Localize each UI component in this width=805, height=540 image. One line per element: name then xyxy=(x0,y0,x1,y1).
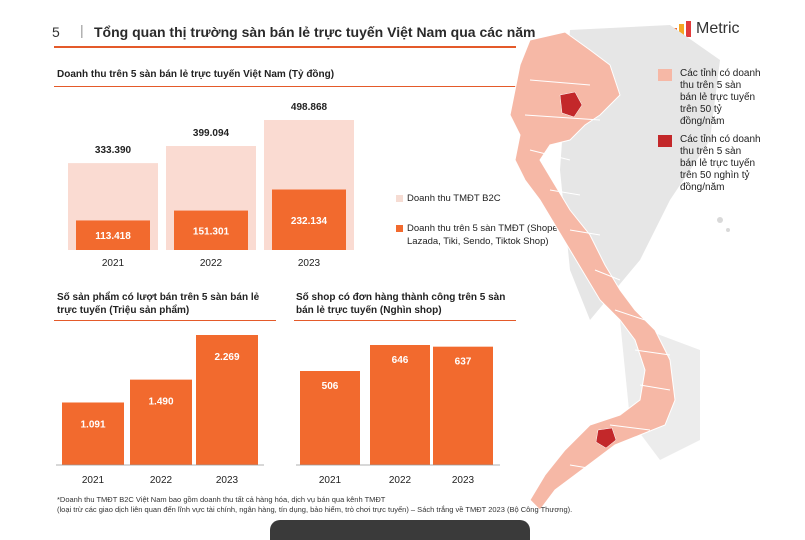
page-number: 5 xyxy=(52,24,60,40)
xlabel-2021: 2021 xyxy=(102,258,125,269)
chart1-title: Doanh thu trên 5 sàn bán lẻ trực tuyến V… xyxy=(57,69,335,80)
bar-5san-2023 xyxy=(272,189,346,250)
chart3-title-line2: bán lẻ trực tuyến (Nghìn shop) xyxy=(296,305,442,316)
map-legend-1-line2: thu trên 5 sàn xyxy=(680,80,742,91)
label-5san-2023: 232.134 xyxy=(291,216,328,227)
xlabel-products-2022: 2022 xyxy=(150,475,173,486)
logo-text: Metric xyxy=(696,20,740,37)
label-b2c-2022: 399.094 xyxy=(193,128,230,139)
legend-label-5san-line1: Doanh thu trên 5 sàn TMĐT (Shopee, xyxy=(407,223,566,234)
label-5san-2021: 113.418 xyxy=(95,231,131,242)
bar-5san-2021 xyxy=(76,220,150,250)
label-products-2021: 1.091 xyxy=(80,419,105,430)
map-legend-item-1: Các tỉnh có doanh thu trên 5 sàn bán lẻ … xyxy=(658,68,761,128)
label-5san-2022: 151.301 xyxy=(193,226,230,237)
map-legend-2-line4: trên 50 nghìn tỷ xyxy=(680,170,750,181)
legend-swatch-b2c xyxy=(396,195,403,202)
bar-products-2021 xyxy=(62,402,124,465)
legend-swatch-5san xyxy=(396,225,403,232)
header-separator: | xyxy=(80,22,84,38)
bar-shops-2022 xyxy=(370,345,430,465)
xlabel-2023: 2023 xyxy=(298,258,321,269)
label-b2c-2021: 333.390 xyxy=(95,145,132,156)
chart2-title: Số sản phẩm có lượt bán trên 5 sàn bán l… xyxy=(57,291,259,317)
page-title: Tổng quan thị trường sàn bán lẻ trực tuy… xyxy=(94,24,536,40)
bar-5san-2022 xyxy=(174,210,248,250)
label-products-2023: 2.269 xyxy=(214,352,239,363)
map-legend-1-line1: Các tỉnh có doanh xyxy=(680,68,761,79)
map-legend-2-line1: Các tỉnh có doanh xyxy=(680,134,761,145)
chart3-title: Số shop có đơn hàng thành công trên 5 sà… xyxy=(296,291,505,317)
map-legend-item-2: Các tỉnh có doanh thu trên 5 sàn bán lẻ … xyxy=(658,134,761,194)
legend-item-5san: Doanh thu trên 5 sàn TMĐT (Shopee, Lazad… xyxy=(396,222,566,248)
map-legend-swatch-1 xyxy=(658,69,672,81)
xlabel-shops-2021: 2021 xyxy=(319,475,342,486)
label-b2c-2023: 498.868 xyxy=(291,102,328,113)
label-shops-2022: 646 xyxy=(392,355,409,366)
bar-shops-2023 xyxy=(433,346,493,465)
map-legend-2-line3: bán lẻ trực tuyến xyxy=(680,158,756,169)
footnote-line2: (loại trừ các giao dịch liên quan đến lĩ… xyxy=(57,505,573,514)
legend-item-b2c: Doanh thu TMĐT B2C xyxy=(396,192,501,205)
chart3-rule xyxy=(294,320,516,321)
bottom-tab xyxy=(270,520,530,540)
label-shops-2023: 637 xyxy=(455,357,472,368)
xlabel-2022: 2022 xyxy=(200,258,223,269)
xlabel-products-2023: 2023 xyxy=(216,475,239,486)
chart2-rule xyxy=(54,320,276,321)
legend-label-5san-line2: Lazada, Tiki, Sendo, Tiktok Shop) xyxy=(407,236,549,247)
label-shops-2021: 506 xyxy=(322,381,339,392)
chart2-title-line1: Số sản phẩm có lượt bán trên 5 sàn bán l… xyxy=(57,292,260,303)
xlabel-shops-2023: 2023 xyxy=(452,475,475,486)
map-legend-swatch-2 xyxy=(658,135,672,147)
chart1-rule xyxy=(54,86,516,87)
xlabel-products-2021: 2021 xyxy=(82,475,105,486)
map-legend-1-line4: trên 50 tỷ xyxy=(680,104,722,115)
chart1-svg: 333.390 113.418 2021 399.094 151.301 2022 498.… xyxy=(56,102,500,486)
bar-shops-2021 xyxy=(300,371,360,465)
chart3-title-line1: Số shop có đơn hàng thành công trên 5 sà… xyxy=(296,292,506,303)
bar-products-2023 xyxy=(196,335,258,465)
map-legend-2-line2: thu trên 5 sàn xyxy=(680,146,742,157)
label-products-2022: 1.490 xyxy=(148,397,173,408)
header-rule xyxy=(54,46,516,48)
legend-label-b2c: Doanh thu TMĐT B2C xyxy=(407,193,501,204)
chart2-title-line2: trực tuyến (Triệu sản phẩm) xyxy=(57,305,190,316)
bar-products-2022 xyxy=(130,379,192,465)
footnote: *Doanh thu TMĐT B2C Việt Nam bao gồm doa… xyxy=(57,495,572,515)
vietnam-map xyxy=(509,25,730,511)
map-legend-1-line5: đồng/năm xyxy=(680,116,725,127)
xlabel-shops-2022: 2022 xyxy=(389,475,412,486)
map-legend-2-line5: đồng/năm xyxy=(680,182,725,193)
footnote-line1: *Doanh thu TMĐT B2C Việt Nam bao gồm doa… xyxy=(57,495,386,504)
map-legend-1-line3: bán lẻ trực tuyến xyxy=(680,92,756,103)
